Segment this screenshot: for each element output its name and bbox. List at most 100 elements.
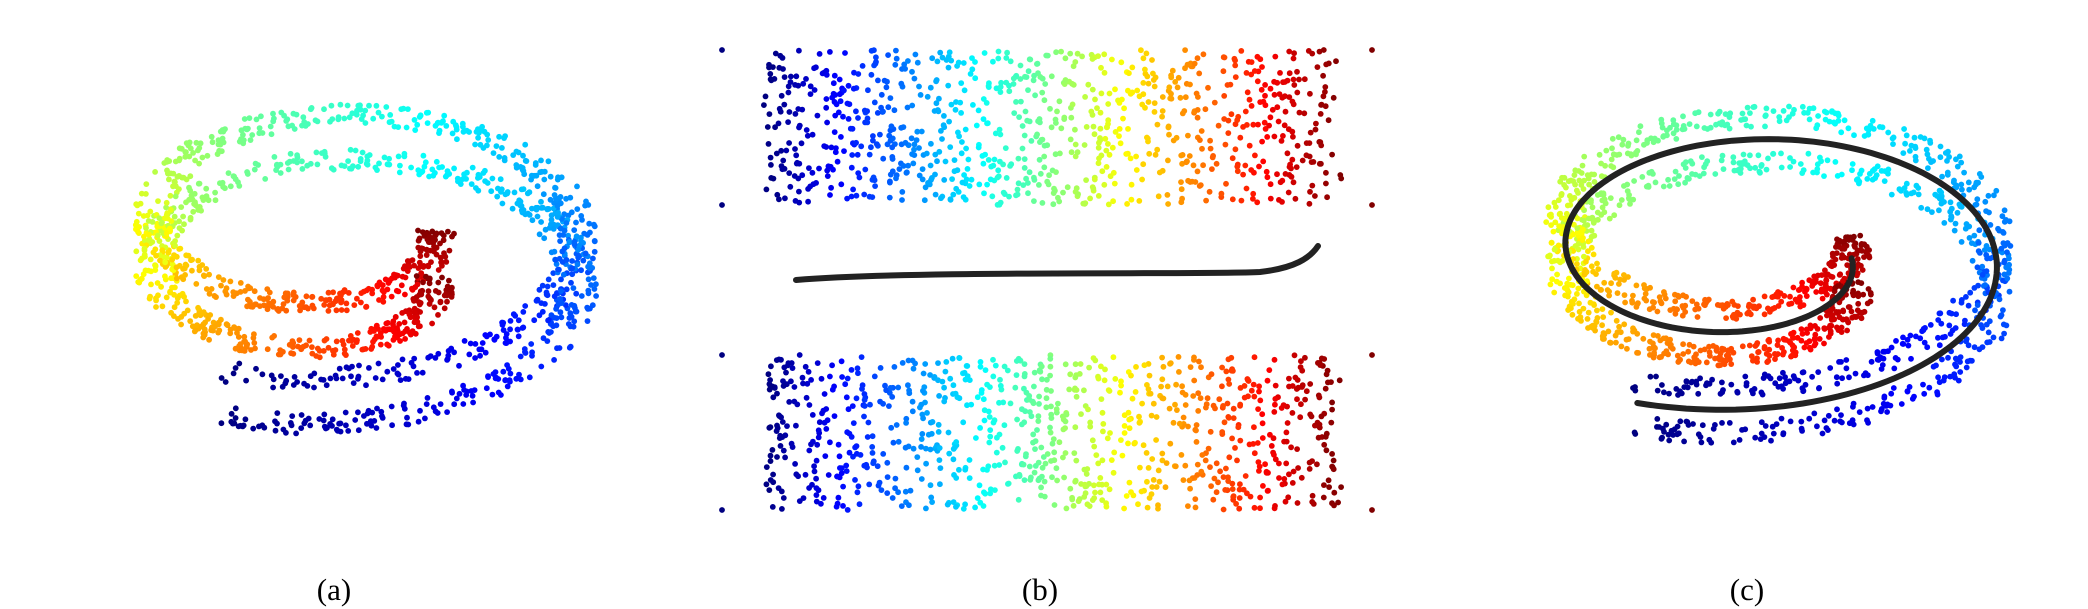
sheet-top-point	[778, 147, 785, 154]
sheet-bottom-point	[1060, 454, 1066, 461]
roll-a-point	[516, 371, 522, 378]
sheet-bottom-point	[1085, 406, 1091, 413]
roll-c-point	[1625, 336, 1632, 342]
sheet-bottom-point	[1265, 469, 1271, 476]
sheet-bottom-point	[928, 494, 935, 501]
sheet-top-point	[889, 156, 896, 162]
roll-a-point	[196, 263, 203, 270]
sheet-top-point	[765, 141, 772, 147]
sheet-top-point	[945, 82, 952, 89]
roll-a-point	[389, 326, 395, 333]
roll-a-point	[168, 207, 174, 213]
sheet-top-point	[1124, 201, 1130, 207]
roll-c-point	[1839, 246, 1845, 252]
sheet-top-point	[1140, 161, 1147, 168]
roll-a-point	[320, 417, 327, 424]
roll-a-point	[550, 282, 557, 288]
roll-a-point	[453, 126, 460, 133]
roll-c-point	[1814, 423, 1820, 430]
sheet-bottom-point	[1316, 424, 1323, 431]
roll-c-point	[1857, 309, 1863, 316]
roll-a-point	[391, 123, 398, 130]
roll-c-point	[1844, 327, 1850, 334]
roll-a-point	[153, 252, 160, 259]
sheet-top-point	[1133, 167, 1140, 173]
sheet-top-point	[1073, 185, 1080, 192]
roll-a-point	[154, 232, 161, 239]
roll-c-point	[1938, 200, 1945, 207]
sheet-top-point	[1140, 55, 1147, 62]
sheet-bottom-point	[792, 461, 798, 467]
roll-c-point	[1803, 340, 1810, 346]
roll-a-point	[174, 295, 181, 302]
sheet-bottom-point	[1237, 437, 1244, 444]
roll-c-point	[1594, 283, 1600, 290]
roll-c-point	[1937, 143, 1944, 150]
sheet-bottom-point	[1241, 394, 1248, 401]
roll-a-point	[388, 293, 395, 300]
sheet-top-point	[844, 100, 851, 107]
sheet-top-point	[990, 58, 996, 65]
roll-a-point	[566, 344, 573, 351]
sheet-top-point	[1081, 142, 1088, 148]
roll-c-point	[1873, 172, 1880, 179]
roll-c-point	[1953, 182, 1960, 189]
roll-a-point	[519, 325, 526, 331]
sheet-bottom-point	[1264, 377, 1271, 384]
sheet-bottom-point	[952, 390, 959, 397]
sheet-bottom-point	[1309, 492, 1316, 499]
sheet-top-point	[1235, 113, 1242, 120]
roll-c-point	[1561, 182, 1567, 188]
roll-a-point	[137, 200, 144, 207]
roll-c-point	[1941, 220, 1948, 226]
sheet-top-point	[914, 59, 921, 66]
roll-a-point	[434, 120, 441, 127]
roll-c-point	[1683, 159, 1689, 166]
roll-a-point	[573, 290, 580, 297]
sheet-top-point	[1144, 73, 1151, 80]
roll-a-point	[426, 276, 433, 282]
sheet-bottom-point	[999, 444, 1006, 451]
sheet-top-point	[838, 181, 845, 188]
sheet-bottom-point	[956, 355, 963, 361]
roll-a-point	[361, 413, 367, 419]
sheet-bottom-point	[882, 382, 888, 389]
sheet-bottom-point	[840, 503, 846, 509]
sheet-top-point	[1159, 113, 1165, 120]
sheet-bottom-point	[1236, 505, 1243, 512]
roll-c-point	[1677, 418, 1684, 425]
sheet-bottom-point	[1185, 423, 1191, 430]
roll-a-point	[544, 292, 551, 299]
sheet-top-point	[1050, 190, 1057, 197]
roll-c-point	[1613, 269, 1620, 276]
roll-a-point	[208, 286, 215, 292]
roll-c-point	[1945, 354, 1951, 361]
roll-c-point	[1673, 386, 1680, 392]
roll-a-point	[285, 166, 292, 173]
sheet-bottom-point	[823, 426, 830, 432]
sheet-bottom-point	[1192, 504, 1199, 511]
roll-a-point	[373, 333, 380, 340]
roll-c-point	[1595, 266, 1602, 272]
sheet-bottom-point	[1237, 481, 1243, 488]
roll-c-point	[1583, 292, 1590, 299]
roll-c-point	[1948, 214, 1955, 221]
roll-a-point	[181, 221, 187, 228]
roll-c-point	[1855, 300, 1862, 307]
sheet-bottom-point	[1257, 505, 1263, 512]
sheet-bottom-point	[941, 384, 947, 391]
roll-c-point	[1979, 271, 1986, 278]
sheet-top-point	[1261, 119, 1268, 126]
roll-c-point	[1589, 322, 1596, 329]
sheet-bottom-point	[834, 473, 840, 480]
roll-a-point	[482, 178, 488, 185]
sheet-bottom-point	[1246, 441, 1253, 448]
sheet-top-point	[1275, 118, 1282, 125]
roll-c-point	[1719, 379, 1725, 386]
roll-a-point	[138, 190, 145, 197]
sheet-bottom-point	[950, 382, 957, 389]
roll-c-point	[1588, 244, 1595, 251]
sheet-bottom-point	[1318, 413, 1325, 420]
sheet-bottom-point	[1329, 406, 1335, 413]
roll-a-point	[384, 320, 391, 326]
